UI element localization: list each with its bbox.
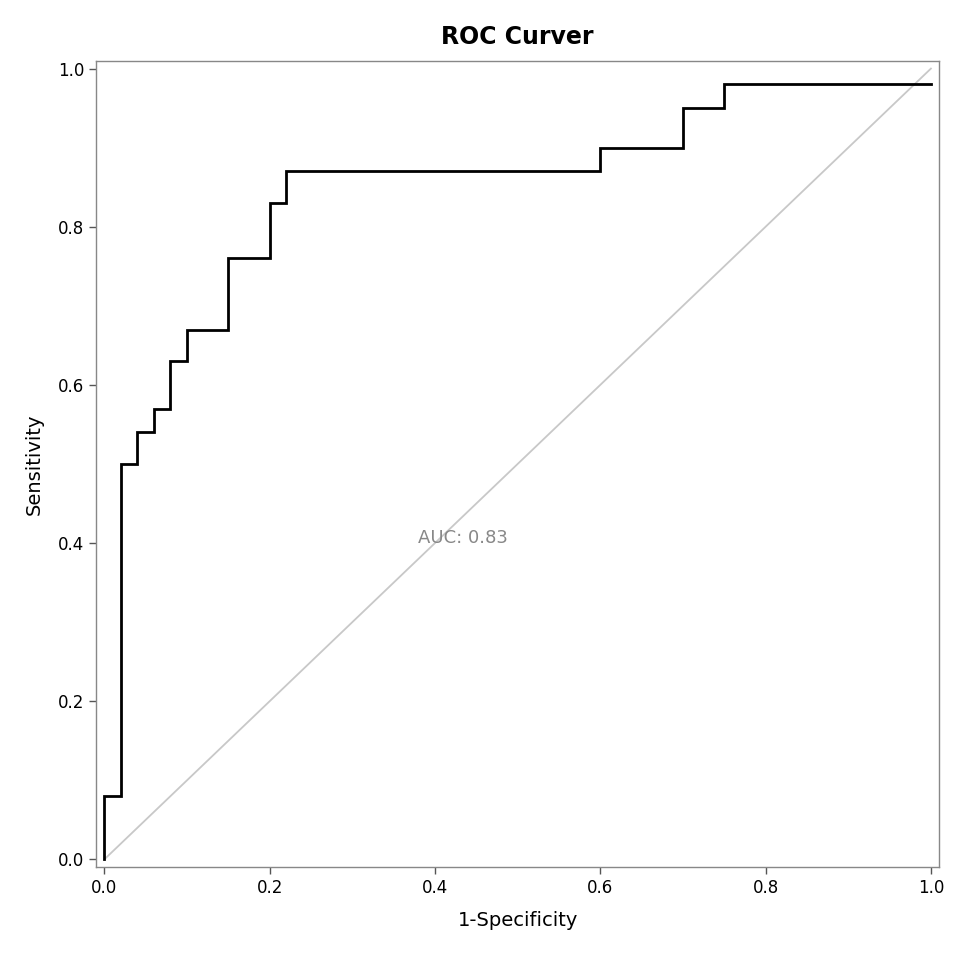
X-axis label: 1-Specificity: 1-Specificity (457, 911, 578, 930)
Title: ROC Curver: ROC Curver (441, 25, 593, 49)
Y-axis label: Sensitivity: Sensitivity (25, 414, 44, 515)
Text: AUC: 0.83: AUC: 0.83 (418, 529, 508, 547)
